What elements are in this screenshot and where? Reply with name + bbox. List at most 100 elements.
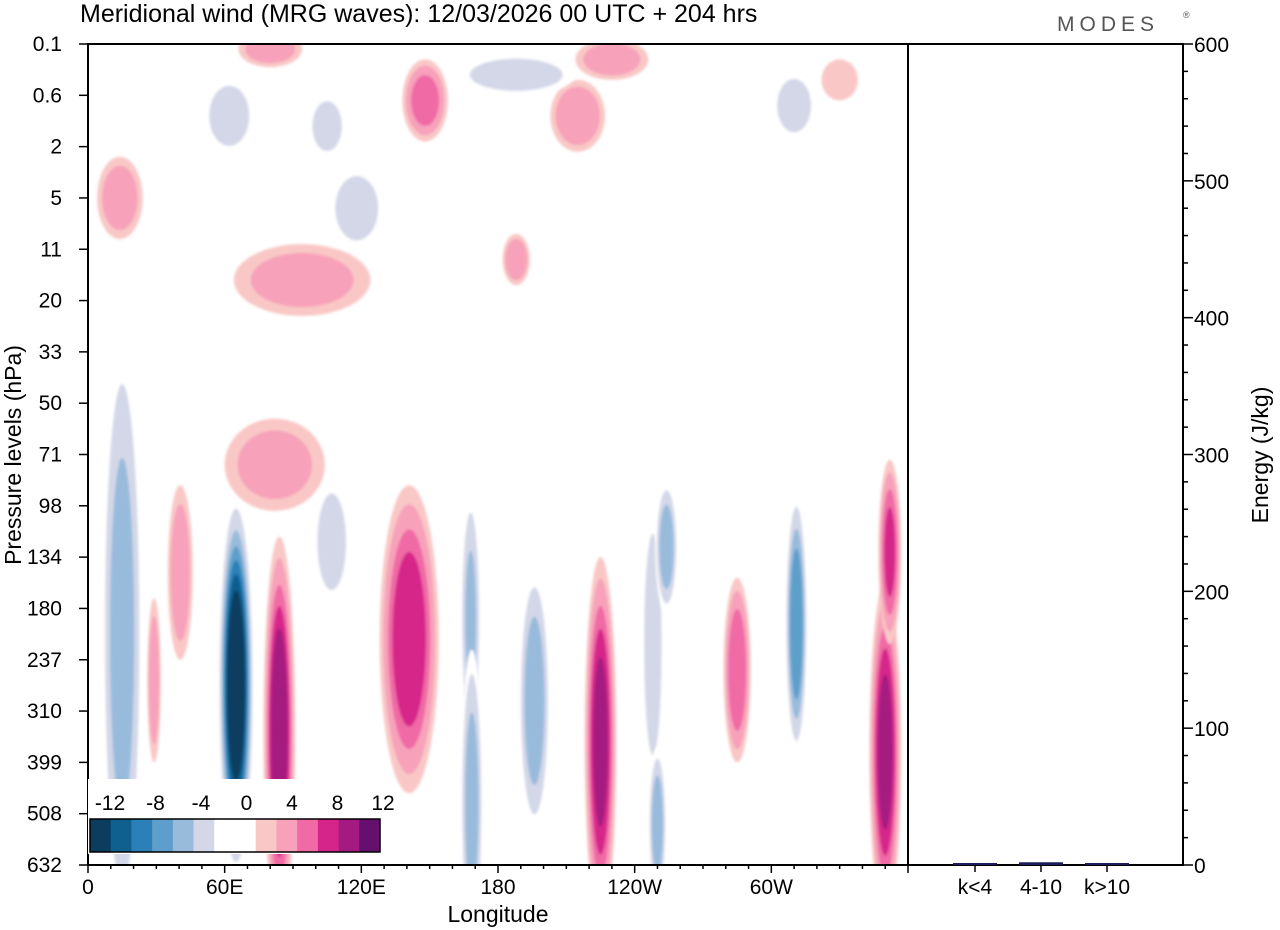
energy-panel-frame [907,43,1184,866]
wind-contour-band [250,252,354,308]
wind-anomaly-21 [97,156,143,239]
colorbar-swatch [152,819,174,852]
contour-plot-frame [87,43,909,866]
wind-anomaly-32 [821,59,858,101]
wind-contour-band [148,615,160,745]
wind-anomaly-29 [771,69,817,142]
wind-contour-band [505,238,528,281]
wind-contour-band [245,44,296,64]
y-tick-label: 11 [40,238,62,261]
colorbar-label: -12 [95,792,125,815]
energy-axis: 0 100 200 300 400 500 600 [1183,34,1229,878]
wind-contour-band [110,457,135,811]
y-tick-label: 20 [39,290,62,313]
energy-category-label: k>10 [1084,876,1130,899]
wind-contour-band [317,493,347,591]
wind-anomaly-22 [402,59,448,142]
y-tick-label: 50 [39,392,62,415]
wind-contour-band [821,59,858,101]
y-tick-label: 310 [27,700,62,723]
x-tick-label: 120E [337,876,386,899]
colorbar-swatch [172,819,194,852]
y-tick-label: 180 [27,597,62,620]
energy-tick-label: 0 [1194,855,1206,878]
wind-anomaly-23 [550,79,606,152]
colorbar-frame [89,818,381,853]
wind-anomaly-1 [147,598,161,763]
colorbar-swatch [359,819,381,852]
modes-brand-text: MODES [1057,13,1159,36]
wind-contour-band [884,507,896,597]
wind-contour-band [411,75,440,126]
wind-contour-band [777,78,812,133]
wind-anomaly-2 [167,485,193,660]
wind-anomaly-20 [233,244,371,316]
y-tick-label: 632 [27,854,62,877]
x-tick-label: 180 [480,876,515,899]
longitude-axis: 0 60E 120E 180 120W 60W [82,865,909,899]
colorbar-swatch [214,819,236,852]
wind-anomaly-12 [648,747,667,865]
wind-contour-band [227,590,245,781]
x-tick-label: 60E [206,876,243,899]
wind-contour-band [659,504,674,589]
wind-contour-band [789,548,803,700]
colorbar-swatch [297,819,319,852]
colorbar-swatch [90,819,112,852]
wind-anomaly-10 [584,557,617,865]
energy-bar-k>10 [1085,863,1129,865]
wind-anomaly-16 [869,582,902,865]
y-axis-label: Pressure levels (hPa) [0,345,26,565]
wind-anomaly-31 [172,357,255,409]
wind-contour-band [644,533,662,756]
wind-contour-band [172,357,255,409]
y-tick-label: 134 [27,546,62,569]
wind-anomaly-17 [878,459,902,645]
y-tick-label: 399 [27,751,62,774]
wind-anomaly-19 [329,167,385,250]
colorbar-swatch [317,819,339,852]
wind-contour-band [102,165,138,231]
colorbar-label: 12 [371,792,394,815]
colorbar-swatch [276,819,298,852]
wind-contour-band [465,712,479,865]
wind-anomaly-0 [101,336,143,865]
energy-tick-label: 200 [1194,581,1229,604]
y-tick-label: 0.6 [33,84,62,107]
wind-contour-band [651,775,664,865]
wind-anomaly-6 [379,485,439,794]
colorbar: -12 -8 -4 0 4 8 12 [88,779,395,854]
wind-anomaly-26 [201,74,257,157]
y-tick-label: 2 [50,136,62,159]
energy-tick-label: 400 [1194,308,1229,331]
y-tick-label: 237 [27,649,62,672]
colorbar-label: 8 [332,792,344,815]
wind-anomaly-4 [263,536,296,865]
chart-title: Meridional wind (MRG waves): 12/03/2026 … [80,0,757,28]
wind-contour-band [469,58,563,91]
wind-contour-band [170,504,191,641]
wind-anomaly-27 [308,95,346,157]
energy-category-label: k<4 [958,876,993,899]
colorbar-swatch [193,819,215,852]
y-tick-label: 5 [50,187,62,210]
wind-contour-band [728,609,747,731]
energy-category-label: 4-10 [1020,876,1062,899]
wind-contour-band [209,85,250,146]
energy-bars: k<4 4-10 k>10 [953,862,1130,899]
wind-anomaly-8 [460,649,484,865]
wind-anomaly-24 [457,54,576,96]
colorbar-label: 4 [286,792,298,815]
energy-axis-label: Energy (J/kg) [1247,387,1273,524]
x-tick-label: 120W [607,876,662,899]
wind-contour-band [392,552,426,727]
y-tick-label: 98 [39,495,62,518]
wind-contour-band [583,44,641,76]
wind-anomaly-9 [518,567,551,835]
wind-field [97,44,902,865]
wind-contour-band [237,430,313,500]
y-tick-label: 0.1 [33,33,62,56]
colorbar-label: -4 [192,792,211,815]
pressure-axis: 0.1 0.6 2 5 11 20 33 50 71 98 134 180 237 310 399 508 63… [27,33,88,877]
